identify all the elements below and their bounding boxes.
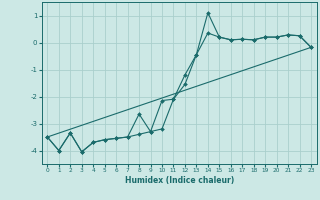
X-axis label: Humidex (Indice chaleur): Humidex (Indice chaleur) (124, 176, 234, 185)
